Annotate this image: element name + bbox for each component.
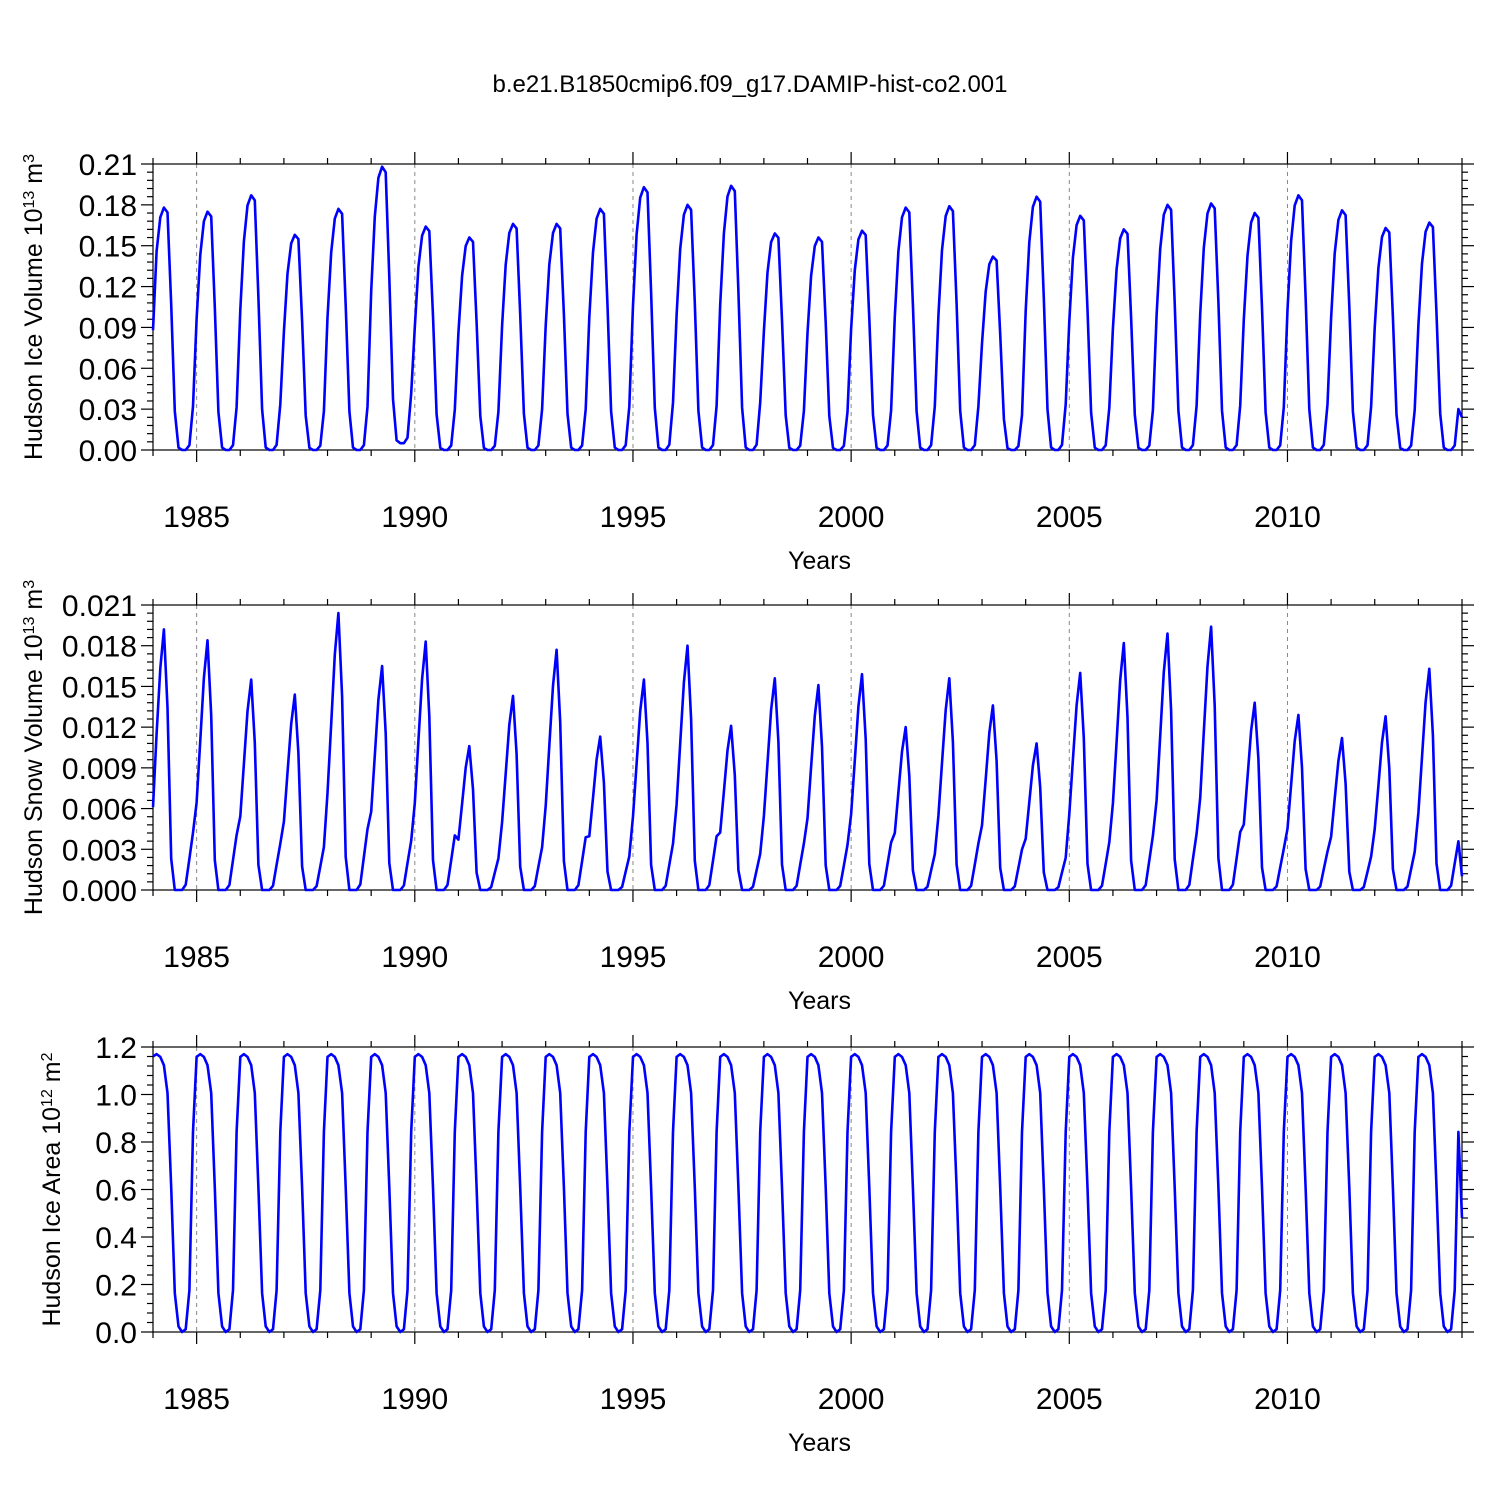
x-tick-label: 1995 (600, 501, 667, 534)
y-tick-label: 0.6 (95, 1175, 137, 1208)
x-tick-label: 1985 (163, 501, 230, 534)
y-tick-label: 0.021 (62, 590, 137, 623)
x-tick-label: 1985 (163, 941, 230, 974)
x-tick-label: 2010 (1254, 941, 1321, 974)
y-axis-title: Hudson Snow Volume 1013 m3 (20, 580, 48, 915)
panel-ice_area: 0.0 0.2 0.4 0.6 0.8 1.0 1.2 1985 1990 1995 2000 200… (38, 1032, 1474, 1457)
y-tick-label: 0.06 (79, 353, 137, 386)
y-tick-label: 0.03 (79, 394, 137, 427)
y-tick-label: 0.012 (62, 712, 137, 745)
y-tick-label: 0.009 (62, 753, 137, 786)
y-tick-label: 0.018 (62, 631, 137, 664)
x-tick-label: 2010 (1254, 1383, 1321, 1416)
y-tick-label: 1.0 (95, 1080, 137, 1113)
y-tick-label: 0.12 (79, 272, 137, 305)
series-line-ice_volume (151, 165, 1464, 452)
x-tick-label: 2010 (1254, 501, 1321, 534)
y-tick-label: 0.2 (95, 1270, 137, 1303)
y-tick-label: 0.000 (62, 875, 137, 908)
y-axis-title: Hudson Ice Area 1012 m2 (38, 1052, 66, 1326)
panel-ice_volume: 0.00 0.03 0.06 0.09 0.12 0.15 0.18 0.21 1985 1990… (20, 149, 1474, 575)
y-tick-label: 0.015 (62, 671, 137, 704)
x-tick-label: 2000 (818, 941, 885, 974)
y-tick-label: 0.003 (62, 834, 137, 867)
x-axis-title: Years (788, 1429, 851, 1457)
y-tick-label: 0.15 (79, 231, 137, 264)
y-tick-label: 0.21 (79, 149, 137, 182)
y-tick-label: 0.8 (95, 1127, 137, 1160)
x-tick-label: 1990 (381, 941, 448, 974)
x-tick-label: 1995 (600, 941, 667, 974)
y-tick-label: 0.00 (79, 435, 137, 468)
series-line-snow_volume (151, 611, 1464, 892)
panels-container: 0.00 0.03 0.06 0.09 0.12 0.15 0.18 0.21 1985 1990… (20, 149, 1474, 1457)
figure-title: b.e21.B1850cmip6.f09_g17.DAMIP-hist-co2.… (493, 71, 1008, 98)
x-tick-label: 2000 (818, 1383, 885, 1416)
x-tick-label: 2000 (818, 501, 885, 534)
x-tick-label: 1990 (381, 1383, 448, 1416)
y-tick-label: 0.09 (79, 312, 137, 345)
x-tick-label: 1985 (163, 1383, 230, 1416)
x-tick-label: 2005 (1036, 941, 1103, 974)
series-line-ice_area (152, 1052, 1464, 1334)
x-tick-label: 1990 (381, 501, 448, 534)
y-tick-label: 0.4 (95, 1222, 137, 1255)
x-tick-label: 2005 (1036, 1383, 1103, 1416)
plot-frame (152, 604, 1463, 891)
y-axis-title: Hudson Ice Volume 1013 m3 (20, 154, 48, 460)
y-tick-label: 1.2 (95, 1032, 137, 1065)
x-axis-title: Years (788, 547, 851, 575)
y-tick-label: 0.006 (62, 794, 137, 827)
y-tick-label: 0.18 (79, 190, 137, 223)
x-tick-label: 2005 (1036, 501, 1103, 534)
x-tick-label: 1995 (600, 1383, 667, 1416)
panel-snow_volume: 0.000 0.003 0.006 0.009 0.012 0.015 0.018 0.021… (20, 580, 1474, 1015)
y-tick-label: 0.0 (95, 1317, 137, 1350)
x-axis-title: Years (788, 987, 851, 1015)
